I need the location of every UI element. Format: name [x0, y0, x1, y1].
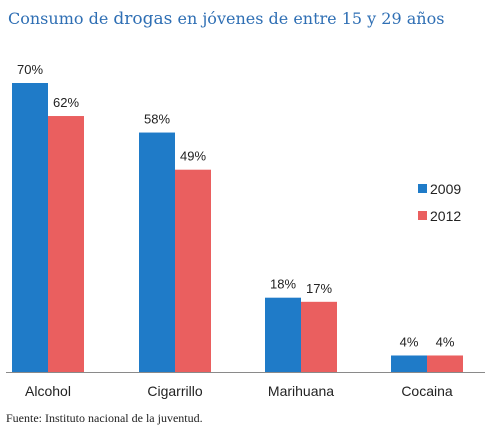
value-label-cocaina-2012: 4%: [436, 334, 455, 349]
bar-cigarrillo-2012: [175, 169, 211, 372]
bars-group: [12, 83, 463, 373]
category-label-marihuana: Marihuana: [268, 383, 334, 399]
category-label-alcohol: Alcohol: [25, 383, 71, 399]
legend-label-2009: 2009: [430, 181, 461, 197]
source-note: Fuente: Instituto nacional de la juventu…: [6, 411, 203, 425]
legend-swatch-2009: [418, 184, 427, 193]
category-label-cigarrillo: Cigarrillo: [147, 383, 202, 399]
value-label-alcohol-2009: 70%: [17, 62, 43, 77]
value-labels-group: 70% 62% 58% 49% 18% 17% 4% 4%: [17, 62, 455, 349]
chart-title: Consumo de drogas en jóvenes de entre 15…: [8, 9, 444, 29]
bar-alcohol-2012: [48, 116, 84, 373]
bar-cigarrillo-2009: [139, 132, 175, 372]
bar-marihuana-2009: [265, 297, 301, 372]
bar-marihuana-2012: [301, 301, 337, 372]
legend-label-2012: 2012: [430, 208, 461, 224]
bar-cocaina-2009: [391, 355, 427, 372]
category-labels-group: Alcohol Cigarrillo Marihuana Cocaina: [25, 383, 453, 399]
bar-cocaina-2012: [427, 355, 463, 372]
value-label-cocaina-2009: 4%: [400, 334, 419, 349]
category-label-cocaina: Cocaina: [401, 383, 453, 399]
chart-title-part-1: Consumo de: [8, 9, 109, 28]
value-label-alcohol-2012: 62%: [53, 95, 79, 110]
value-label-cigarrillo-2012: 49%: [180, 149, 206, 164]
value-label-marihuana-2009: 18%: [270, 277, 296, 292]
bar-alcohol-2009: [12, 83, 48, 372]
value-label-marihuana-2012: 17%: [306, 281, 332, 296]
value-label-cigarrillo-2009: 58%: [144, 112, 170, 127]
chart-title-part-3: en jóvenes de entre 15 y 29 años: [177, 9, 445, 28]
legend: 2009 2012: [418, 181, 461, 224]
legend-swatch-2012: [418, 211, 427, 220]
chart-title-part-2: drogas: [113, 9, 173, 29]
